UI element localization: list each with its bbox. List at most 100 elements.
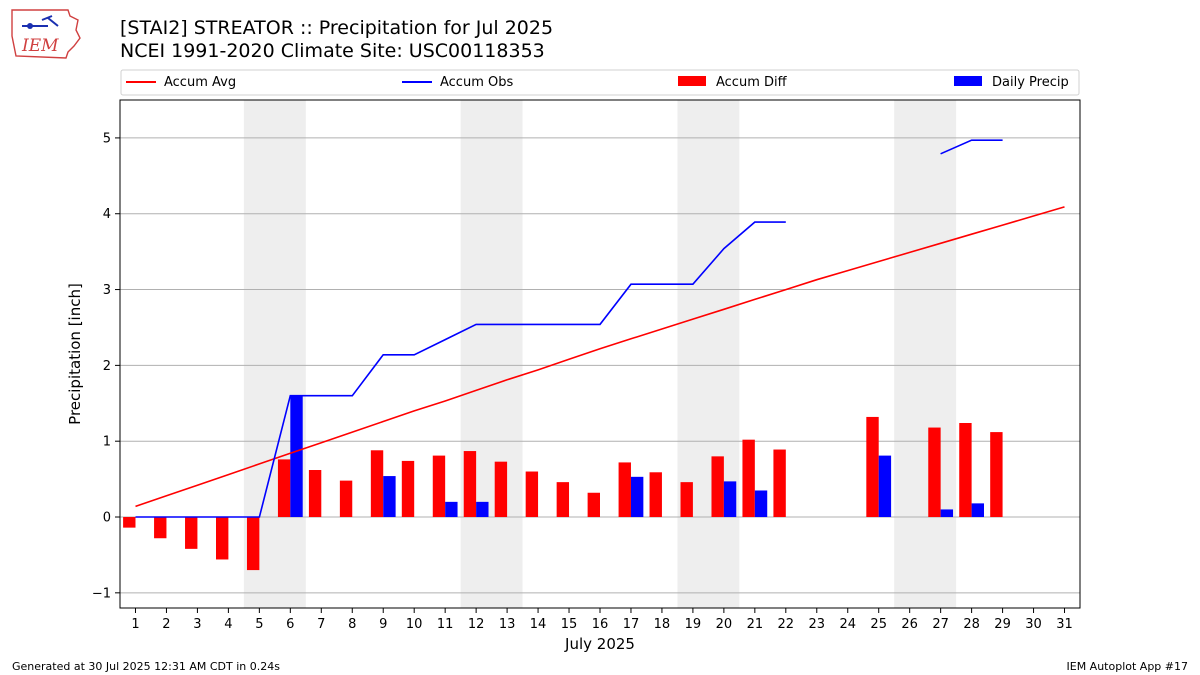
diff-bar-13 bbox=[494, 461, 508, 518]
legend-box bbox=[120, 69, 1080, 96]
diff-bar-5 bbox=[246, 517, 260, 571]
accum-obs-line-segment-1 bbox=[135, 221, 786, 518]
iem-logo: IEM bbox=[11, 9, 81, 59]
x-tick-label-21: 21 bbox=[747, 617, 764, 632]
diff-bar-11 bbox=[432, 455, 446, 518]
x-tick-label-28: 28 bbox=[963, 617, 980, 632]
weekend-band-4 bbox=[894, 100, 957, 608]
diff-bar-16 bbox=[587, 492, 600, 518]
y-tick-label-0: 0 bbox=[103, 511, 111, 526]
diff-bar-15 bbox=[556, 482, 570, 518]
x-tick-label-6: 6 bbox=[286, 617, 294, 632]
y-tick-label-3: 3 bbox=[103, 283, 111, 298]
x-tick-label-8: 8 bbox=[348, 617, 356, 632]
x-tick-label-12: 12 bbox=[468, 617, 485, 632]
footer-app: IEM Autoplot App #17 bbox=[1066, 660, 1189, 673]
x-tick-label-7: 7 bbox=[317, 617, 325, 632]
diff-bar-3 bbox=[185, 517, 198, 549]
x-tick-label-5: 5 bbox=[255, 617, 263, 632]
x-tick-label-1: 1 bbox=[131, 617, 139, 632]
legend-swatch-4 bbox=[954, 76, 982, 86]
x-tick-label-13: 13 bbox=[499, 617, 516, 632]
chart-title: [STAI2] STREATOR :: Precipitation for Ju… bbox=[120, 17, 554, 39]
y-tick-label-2: 2 bbox=[103, 359, 111, 374]
diff-bar-18 bbox=[649, 472, 662, 518]
daily-bar-27 bbox=[940, 509, 954, 518]
bars bbox=[123, 395, 1003, 571]
x-tick-label-4: 4 bbox=[224, 617, 232, 632]
chart-subtitle: NCEI 1991-2020 Climate Site: USC00118353 bbox=[120, 40, 545, 62]
y-axis-label: Precipitation [inch] bbox=[66, 283, 84, 425]
x-tick-label-19: 19 bbox=[685, 617, 702, 632]
x-tick-label-3: 3 bbox=[193, 617, 201, 632]
x-axis-label: July 2025 bbox=[564, 635, 635, 653]
x-tick-label-16: 16 bbox=[592, 617, 609, 632]
y-tick-label--1: −1 bbox=[92, 586, 111, 601]
legend-label-1: Accum Avg bbox=[164, 75, 236, 90]
x-tick-label-14: 14 bbox=[530, 617, 547, 632]
daily-bar-28 bbox=[971, 503, 984, 518]
x-tick-label-9: 9 bbox=[379, 617, 387, 632]
diff-bar-28 bbox=[959, 422, 972, 518]
x-tick-label-2: 2 bbox=[162, 617, 170, 632]
x-tick-label-31: 31 bbox=[1056, 617, 1073, 632]
diff-bar-6 bbox=[277, 459, 291, 518]
diff-bar-9 bbox=[370, 450, 384, 518]
logo-text: IEM bbox=[21, 36, 59, 56]
x-tick-label-22: 22 bbox=[778, 617, 795, 632]
x-tick-label-29: 29 bbox=[994, 617, 1011, 632]
accum-avg-line-segment-1 bbox=[135, 206, 1065, 508]
weekend-shading bbox=[243, 100, 957, 608]
daily-bar-11 bbox=[445, 501, 458, 518]
x-tick-label-27: 27 bbox=[932, 617, 949, 632]
daily-bar-20 bbox=[723, 481, 737, 518]
x-tick-label-26: 26 bbox=[901, 617, 918, 632]
diff-bar-10 bbox=[401, 460, 415, 518]
x-tick-label-25: 25 bbox=[870, 617, 887, 632]
daily-bar-6 bbox=[290, 395, 303, 518]
daily-bar-12 bbox=[476, 501, 489, 518]
diff-bar-20 bbox=[711, 456, 724, 518]
accum-obs-line-segment-2 bbox=[940, 139, 1003, 155]
x-tick-label-24: 24 bbox=[839, 617, 856, 632]
diff-bar-19 bbox=[680, 482, 693, 518]
diff-bar-29 bbox=[990, 432, 1003, 518]
weekend-band-2 bbox=[460, 100, 523, 608]
diff-bar-12 bbox=[463, 451, 477, 518]
x-tick-label-18: 18 bbox=[654, 617, 671, 632]
legend: Accum Avg Accum Obs Accum Diff Daily Precip bbox=[120, 69, 1080, 96]
diff-bar-25 bbox=[866, 416, 879, 518]
x-tick-label-10: 10 bbox=[406, 617, 423, 632]
diff-bar-8 bbox=[339, 480, 353, 518]
diff-bar-2 bbox=[154, 517, 167, 539]
x-tick-label-23: 23 bbox=[809, 617, 826, 632]
lines bbox=[135, 139, 1065, 518]
diff-bar-27 bbox=[928, 427, 941, 518]
x-tick-label-30: 30 bbox=[1025, 617, 1042, 632]
x-tick-label-11: 11 bbox=[437, 617, 454, 632]
daily-bar-9 bbox=[383, 476, 396, 518]
weekend-band-3 bbox=[677, 100, 740, 608]
daily-bar-21 bbox=[754, 490, 768, 518]
diff-bar-17 bbox=[618, 462, 631, 518]
x-tick-label-20: 20 bbox=[716, 617, 733, 632]
legend-label-4: Daily Precip bbox=[992, 75, 1069, 90]
x-tick-label-15: 15 bbox=[561, 617, 578, 632]
diff-bar-22 bbox=[773, 449, 786, 518]
legend-swatch-3 bbox=[678, 76, 706, 86]
diff-bar-7 bbox=[308, 470, 322, 518]
daily-bar-17 bbox=[630, 476, 644, 518]
y-tick-label-5: 5 bbox=[103, 131, 111, 146]
legend-label-2: Accum Obs bbox=[440, 75, 513, 90]
daily-bar-25 bbox=[878, 455, 892, 518]
y-tick-label-1: 1 bbox=[103, 435, 111, 450]
diff-bar-4 bbox=[216, 517, 229, 560]
legend-label-3: Accum Diff bbox=[716, 75, 788, 90]
diff-bar-14 bbox=[525, 471, 539, 518]
diff-bar-21 bbox=[742, 439, 755, 518]
x-tick-label-17: 17 bbox=[623, 617, 640, 632]
footer-generated: Generated at 30 Jul 2025 12:31 AM CDT in… bbox=[12, 660, 280, 673]
y-tick-label-4: 4 bbox=[103, 207, 111, 222]
